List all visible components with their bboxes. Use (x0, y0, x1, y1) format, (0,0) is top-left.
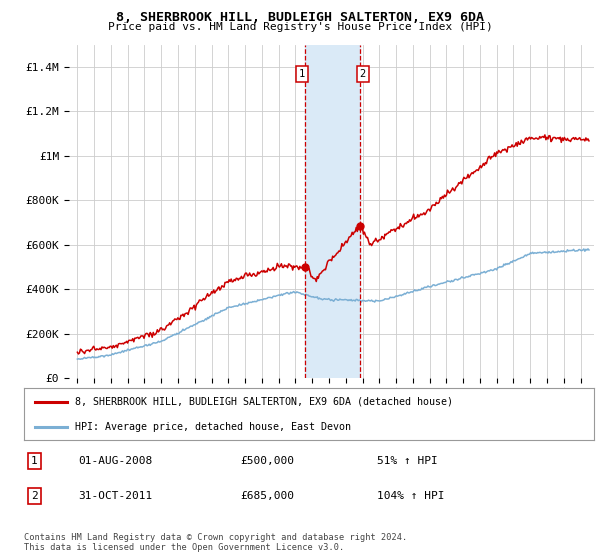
Text: 51% ↑ HPI: 51% ↑ HPI (377, 456, 438, 466)
Text: 31-OCT-2011: 31-OCT-2011 (78, 491, 152, 501)
Text: 2: 2 (31, 491, 38, 501)
Text: 8, SHERBROOK HILL, BUDLEIGH SALTERTON, EX9 6DA: 8, SHERBROOK HILL, BUDLEIGH SALTERTON, E… (116, 11, 484, 24)
Text: £685,000: £685,000 (241, 491, 295, 501)
Text: This data is licensed under the Open Government Licence v3.0.: This data is licensed under the Open Gov… (24, 543, 344, 552)
Bar (305, 45, 360, 378)
Text: 2: 2 (359, 69, 366, 79)
Text: 01-AUG-2008: 01-AUG-2008 (78, 456, 152, 466)
Text: £500,000: £500,000 (241, 456, 295, 466)
Text: Contains HM Land Registry data © Crown copyright and database right 2024.: Contains HM Land Registry data © Crown c… (24, 533, 407, 542)
Text: 8, SHERBROOK HILL, BUDLEIGH SALTERTON, EX9 6DA (detached house): 8, SHERBROOK HILL, BUDLEIGH SALTERTON, E… (76, 397, 454, 407)
Text: HPI: Average price, detached house, East Devon: HPI: Average price, detached house, East… (76, 422, 352, 432)
Text: 1: 1 (299, 69, 305, 79)
Text: 104% ↑ HPI: 104% ↑ HPI (377, 491, 445, 501)
Text: 1: 1 (31, 456, 38, 466)
Text: Price paid vs. HM Land Registry's House Price Index (HPI): Price paid vs. HM Land Registry's House … (107, 22, 493, 32)
